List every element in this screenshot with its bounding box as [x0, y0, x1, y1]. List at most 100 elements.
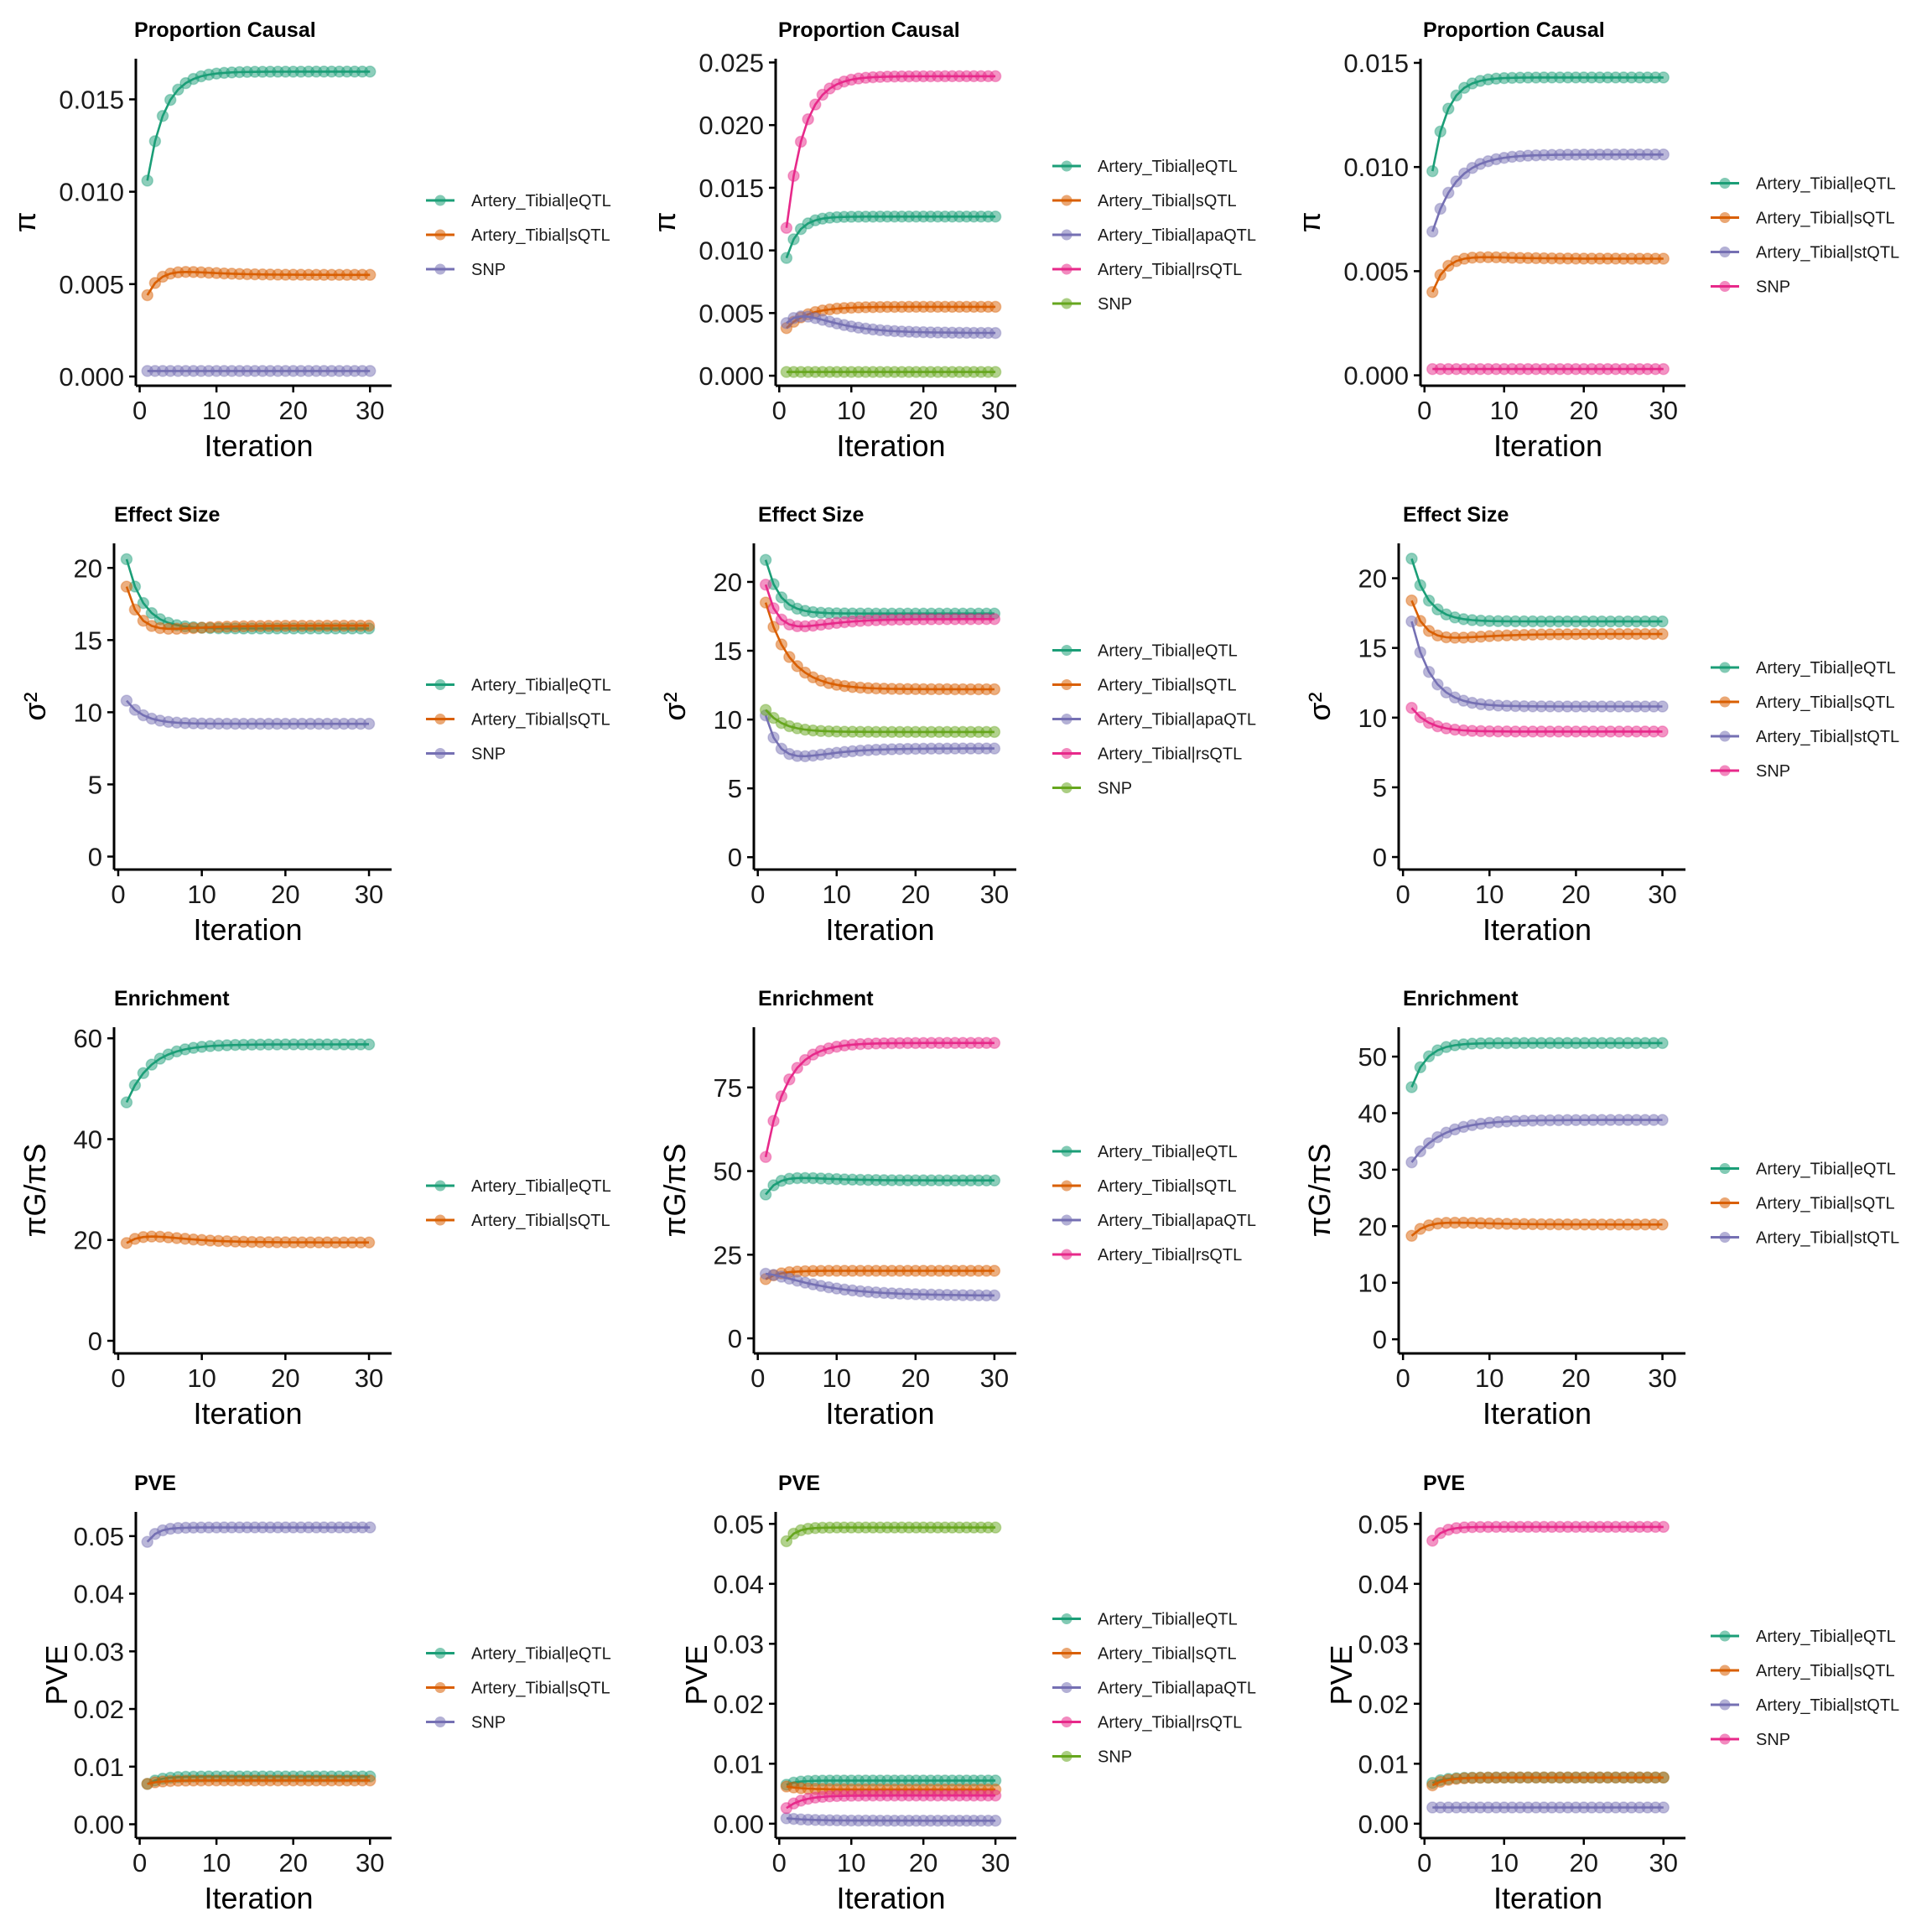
y-tick-label: 20: [74, 1226, 102, 1255]
legend-label: Artery_Tibial|eQTL: [1756, 659, 1896, 678]
x-tick-label: 0: [1396, 880, 1410, 909]
x-tick-label: 30: [1648, 1363, 1676, 1393]
legend-key-point: [1061, 748, 1072, 759]
x-tick-label: 30: [1648, 880, 1676, 909]
legend-item: Artery_Tibial|eQTL: [1052, 158, 1238, 176]
data-point: [1656, 615, 1669, 628]
data-point: [783, 651, 796, 663]
legend-item: Artery_Tibial|eQTL: [1711, 659, 1896, 678]
y-tick-label: 0.03: [1358, 1629, 1409, 1659]
series-artery-tibial-eqtl: [141, 65, 377, 187]
series-artery-tibial-sqtl: [141, 266, 377, 302]
legend-item: Artery_Tibial|eQTL: [426, 192, 611, 210]
data-point: [1657, 1520, 1670, 1534]
x-tick-label: 0: [111, 880, 125, 909]
legend-label: Artery_Tibial|rsQTL: [1098, 1714, 1242, 1732]
legend-item: SNP: [426, 261, 506, 279]
y-tick-label: 15: [714, 636, 742, 666]
x-axis-label: Iteration: [193, 1396, 302, 1431]
legend-label: Artery_Tibial|sQTL: [1756, 693, 1895, 712]
series-snp: [1405, 701, 1669, 738]
data-point: [1656, 700, 1669, 713]
x-tick-label: 10: [202, 396, 231, 425]
series-snp: [120, 694, 376, 730]
data-point: [988, 1174, 1001, 1187]
legend-key-point: [434, 714, 446, 724]
y-tick-label: 0.000: [1343, 361, 1409, 391]
y-tick-label: 0.02: [1358, 1690, 1409, 1719]
data-point: [362, 717, 376, 730]
legend-key-point: [1061, 160, 1072, 172]
legend-label: Artery_Tibial|eQTL: [471, 1645, 611, 1664]
y-axis-label: πG/πS: [657, 1144, 692, 1238]
x-axis-label: Iteration: [825, 1396, 934, 1431]
series-artery-tibial-apaqtl: [780, 310, 1002, 340]
legend-label: Artery_Tibial|sQTL: [1098, 677, 1237, 695]
legend-label: Artery_Tibial|stQTL: [1756, 244, 1899, 262]
legend-label: Artery_Tibial|sQTL: [1098, 1645, 1237, 1664]
series-artery-tibial-stqtl: [1426, 148, 1670, 238]
panel-title: PVE: [1423, 1472, 1465, 1495]
y-tick-label: 0.01: [714, 1749, 764, 1779]
legend-key-point: [434, 195, 446, 206]
data-point: [1405, 1081, 1418, 1093]
y-tick-label: 25: [714, 1240, 742, 1270]
legend-key-point: [1061, 645, 1072, 656]
x-tick-label: 30: [356, 1848, 384, 1877]
x-tick-label: 0: [750, 880, 765, 909]
data-point: [364, 1521, 377, 1534]
data-point: [137, 615, 150, 627]
x-axis-label: Iteration: [1483, 1396, 1592, 1431]
data-point: [780, 1535, 793, 1548]
data-point: [1450, 175, 1462, 188]
y-tick-label: 0: [1373, 843, 1387, 872]
legend-key-point: [1061, 1249, 1072, 1260]
y-tick-label: 0.015: [59, 85, 124, 114]
x-tick-label: 20: [909, 1848, 937, 1877]
data-point: [1426, 225, 1439, 238]
data-point: [1422, 1050, 1436, 1062]
panel-r1c1: Proportion Causal 0.000 0.005 0.010 0.015 0 10…: [8, 18, 611, 463]
y-axis-label: πG/πS: [18, 1144, 52, 1238]
legend-item: SNP: [1711, 1731, 1790, 1749]
series-line: [1410, 1119, 1663, 1163]
x-tick-label: 30: [981, 1848, 1010, 1877]
data-point: [1405, 1229, 1418, 1243]
y-tick-label: 0.04: [1358, 1570, 1409, 1599]
legend-label: Artery_Tibial|apaQTL: [1098, 1212, 1256, 1230]
panel-r2c2: Effect Size 0 5 10 15 20 0 10 20 30 Iteration σ² Art…: [657, 503, 1256, 947]
y-axis-label: π: [1292, 212, 1327, 233]
legend-key-point: [1719, 212, 1731, 223]
legend-label: Artery_Tibial|sQTL: [1756, 210, 1895, 228]
y-tick-label: 20: [714, 568, 742, 597]
legend-label: Artery_Tibial|sQTL: [1098, 192, 1237, 210]
x-tick-label: 20: [1561, 880, 1590, 909]
data-point: [1657, 148, 1670, 161]
data-point: [988, 725, 1001, 739]
x-tick-label: 20: [278, 396, 307, 425]
legend-label: Artery_Tibial|sQTL: [471, 711, 610, 730]
legend-item: SNP: [426, 1714, 506, 1732]
y-tick-label: 0: [88, 1327, 102, 1356]
series-artery-tibial-sqtl: [120, 580, 376, 636]
legend-item: Artery_Tibial|eQTL: [426, 1645, 611, 1664]
data-point: [809, 98, 822, 111]
data-point: [1656, 627, 1669, 641]
series-artery-tibial-eqtl: [759, 553, 1001, 620]
data-point: [783, 1073, 796, 1086]
x-tick-label: 10: [1475, 880, 1504, 909]
series-artery-tibial-eqtl: [780, 210, 1002, 264]
y-tick-label: 0.010: [59, 178, 124, 207]
panel-title: PVE: [778, 1472, 820, 1495]
x-tick-label: 20: [278, 1848, 307, 1877]
y-axis-label: PVE: [1324, 1644, 1358, 1705]
legend-key-point: [434, 679, 446, 690]
data-point: [775, 742, 788, 756]
data-point: [988, 742, 1001, 755]
data-point: [759, 578, 772, 591]
x-tick-label: 10: [837, 396, 865, 425]
y-tick-label: 15: [74, 626, 102, 655]
legend-key-point: [1061, 1751, 1072, 1762]
x-axis-label: Iteration: [204, 428, 313, 463]
legend-key-point: [1061, 1145, 1072, 1157]
